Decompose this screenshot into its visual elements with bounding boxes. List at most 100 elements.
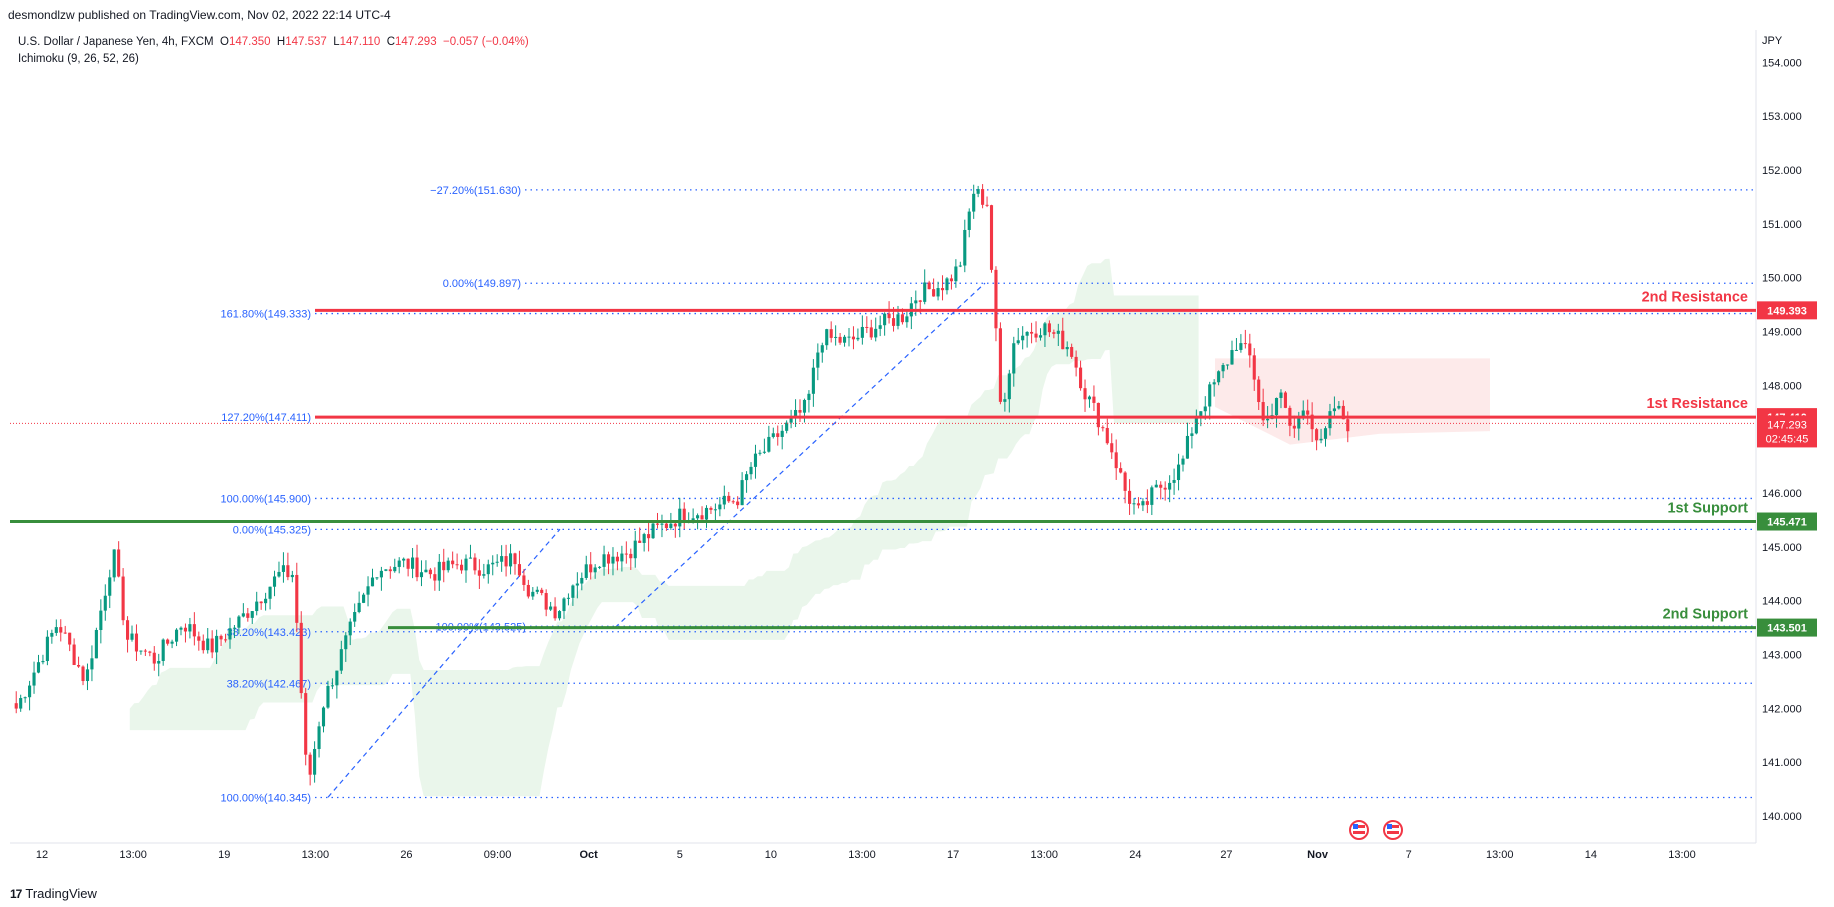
ichimoku-cloud-bearish xyxy=(1215,358,1490,445)
candle-body xyxy=(1092,396,1096,403)
candle-body xyxy=(598,566,602,568)
candle-body xyxy=(130,633,134,640)
fib-level-label: 0.00%(145.325) xyxy=(233,524,311,536)
tradingview-logo[interactable]: 17 TradingView xyxy=(10,886,97,901)
candle-body xyxy=(544,593,548,610)
last-price-badge xyxy=(1757,415,1817,448)
candle-body xyxy=(606,554,611,564)
candle-body xyxy=(152,652,156,664)
candle-body xyxy=(842,336,847,343)
candle-body xyxy=(535,589,539,592)
candle-body xyxy=(856,337,860,340)
candle-body xyxy=(1123,472,1127,491)
candle-body xyxy=(1243,343,1247,345)
candle-body xyxy=(397,560,401,567)
candle-body xyxy=(1003,399,1007,402)
candle-body xyxy=(1292,425,1296,429)
close-label: C xyxy=(386,36,396,48)
candle-body xyxy=(602,554,606,567)
candle-body xyxy=(571,585,575,598)
candle-body xyxy=(375,577,379,579)
candle-body xyxy=(1038,335,1043,338)
candle-body xyxy=(1319,438,1323,441)
candle-body xyxy=(1114,452,1118,469)
candle-body xyxy=(655,523,660,525)
us-flag-canton-icon xyxy=(1387,824,1392,829)
candle-body xyxy=(696,515,700,519)
us-flag-stripe-icon xyxy=(1387,831,1399,834)
candle-body xyxy=(1257,379,1261,403)
time-tick-label: 12 xyxy=(36,849,48,861)
indicator-line[interactable]: Ichimoku (9, 26, 52, 26) xyxy=(18,53,139,65)
candle-body xyxy=(905,316,909,323)
symbol-line: U.S. Dollar / Japanese Yen, 4h, FXCM O14… xyxy=(18,34,529,51)
candle-body xyxy=(940,288,945,291)
candle-body xyxy=(468,557,473,559)
candle-body xyxy=(1266,418,1270,421)
candle-body xyxy=(1168,482,1172,490)
candle-body xyxy=(451,560,455,565)
candle-body xyxy=(223,639,228,641)
candle-body xyxy=(900,314,904,323)
candle-body xyxy=(834,336,838,338)
candle-body xyxy=(976,189,980,194)
fib-level-label: 100.00%(145.900) xyxy=(220,493,311,505)
candle-body xyxy=(197,636,201,641)
candle-body xyxy=(896,314,900,326)
candle-body xyxy=(59,627,63,633)
time-tick-label: 13:00 xyxy=(1030,849,1058,861)
candle-body xyxy=(295,574,299,623)
candle-body xyxy=(94,629,98,659)
candle-body xyxy=(531,591,535,597)
candle-body xyxy=(1341,405,1345,420)
candle-body xyxy=(589,564,593,573)
candle-body xyxy=(437,561,441,581)
candle-body xyxy=(415,557,419,578)
candle-body xyxy=(566,597,570,599)
candle-body xyxy=(1043,323,1047,336)
candle-body xyxy=(620,553,624,562)
candle-body xyxy=(411,557,415,569)
candle-body xyxy=(1323,428,1328,439)
candle-body xyxy=(562,598,566,612)
candle-body xyxy=(379,570,383,578)
price-tick-label: 140.000 xyxy=(1762,811,1802,823)
candle-body xyxy=(77,664,81,667)
symbol-name[interactable]: U.S. Dollar / Japanese Yen, 4h, FXCM xyxy=(18,36,214,48)
open-value: 147.350 xyxy=(228,36,271,48)
candle-body xyxy=(642,534,646,543)
time-tick-label: 17 xyxy=(947,849,959,861)
candle-body xyxy=(264,598,268,604)
candle-body xyxy=(945,278,949,291)
time-tick-label: 13:00 xyxy=(119,849,147,861)
candle-body xyxy=(1310,414,1314,430)
candle-body xyxy=(1283,392,1287,408)
candle-body xyxy=(108,577,112,596)
candle-body xyxy=(1212,382,1216,385)
candle-body xyxy=(1337,405,1341,409)
candle-body xyxy=(865,326,869,328)
candle-body xyxy=(121,576,125,621)
candle-body xyxy=(1065,347,1069,350)
price-axis-badge xyxy=(1757,301,1817,320)
us-flag-event-icon xyxy=(1349,820,1369,840)
candle-body xyxy=(81,666,85,682)
candle-body xyxy=(709,507,713,510)
candle-body xyxy=(1190,433,1194,436)
candle-body xyxy=(1132,503,1136,505)
candle-body xyxy=(664,523,668,529)
candle-body xyxy=(286,565,290,578)
candle-body xyxy=(722,495,726,505)
candle-body xyxy=(126,620,130,640)
price-tick-label: 151.000 xyxy=(1762,219,1802,231)
candle-body xyxy=(1061,330,1065,350)
candle-body xyxy=(357,602,361,613)
candle-body xyxy=(268,586,272,599)
price-axis-badge-label: 145.471 xyxy=(1767,517,1807,529)
fib-level-label: 100.00%(140.345) xyxy=(220,793,311,805)
candle-body xyxy=(1261,402,1265,421)
candle-body xyxy=(192,624,196,637)
candle-body xyxy=(495,561,499,563)
candle-body xyxy=(557,611,562,619)
